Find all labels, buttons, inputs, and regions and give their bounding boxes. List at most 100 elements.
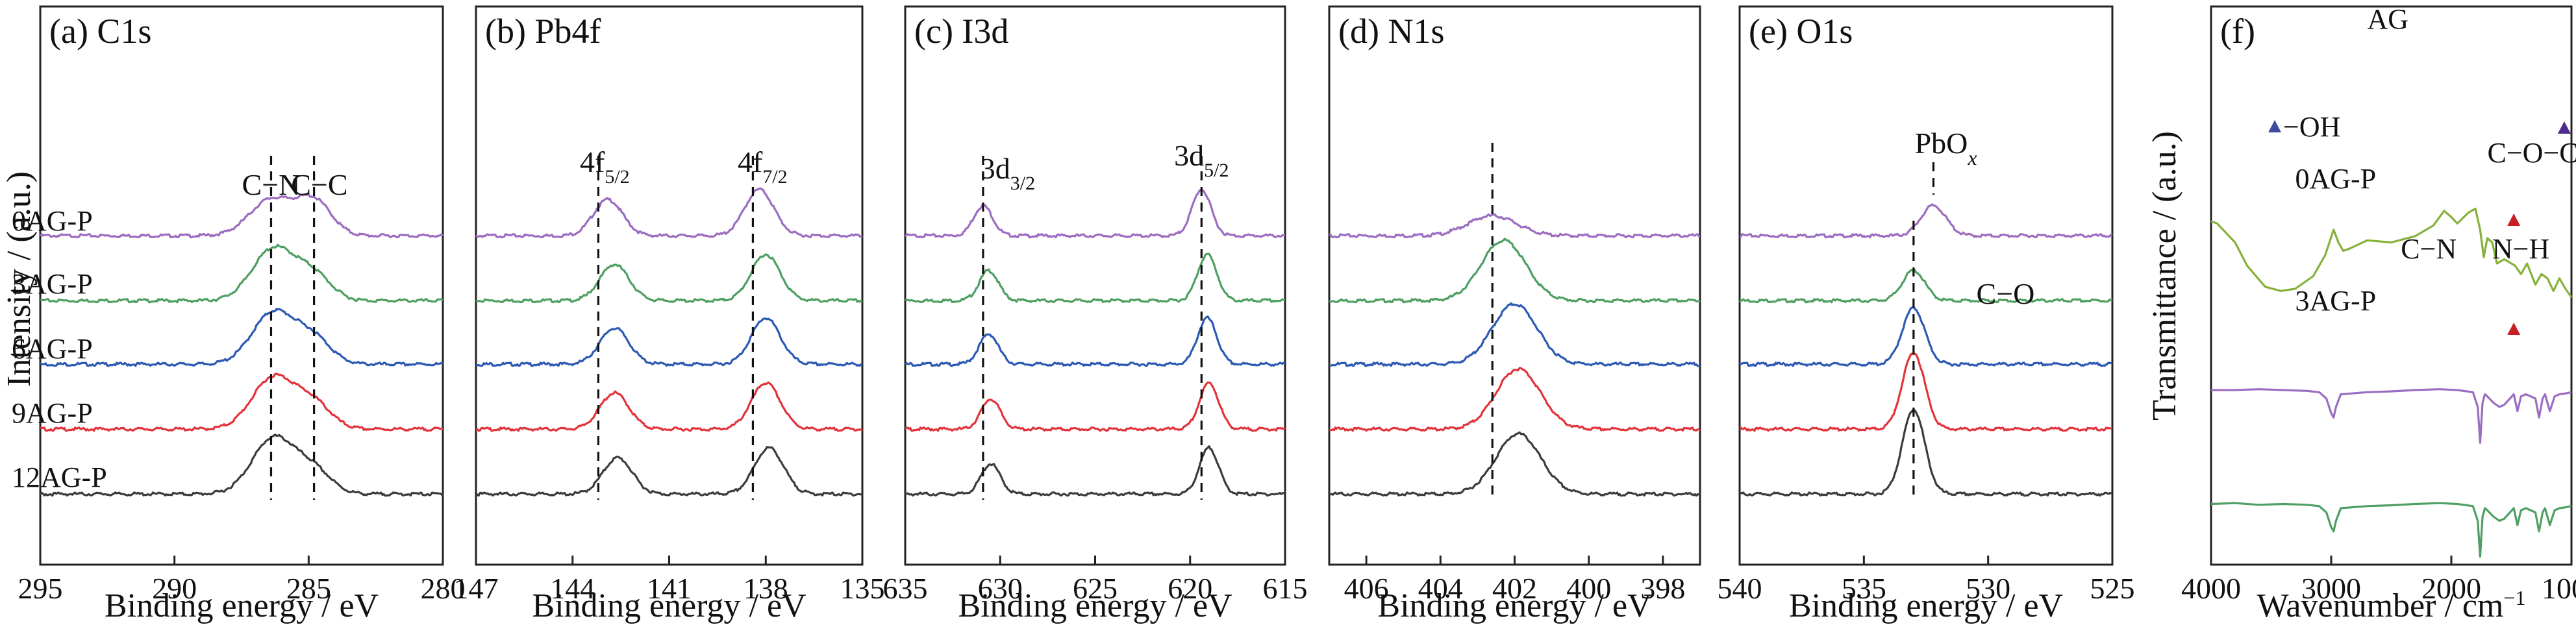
series-9ag-p-curve [905,381,1286,432]
x-tick-label: 525 [2090,572,2135,605]
series-3ag-p-curve [475,253,863,304]
series-6ag-p-curve [39,308,444,367]
x-tick-label: 535 [1842,572,1886,605]
x-axis-label: Binding energy / eV [1377,587,1651,624]
plot-frame [904,5,1286,566]
x-tick-label: 4000 [2181,572,2241,605]
plot-frame [2210,5,2573,566]
panel-title: (d) N1s [1338,12,1444,51]
panel-title: (b) Pb4f [485,12,601,51]
plot-frame [1328,5,1701,566]
series-ag-spectrum [2210,207,2573,298]
x-tick-label: 290 [152,572,197,605]
x-axis-label: Binding energy / eV [958,587,1232,624]
peak-label-cn: C−N [242,168,301,201]
peak-label-4f52: 4f5/2 [580,145,630,188]
x-tick-label: 295 [18,572,63,605]
x-tick-label: 135 [840,572,885,605]
x-tick-label: 400 [1566,572,1611,605]
panel-pb4f: 147 144 141 138 135 Binding energy / eV (b) Pb… [454,5,885,624]
series-6ag-p-curve [475,317,863,367]
series-12ag-p-curve [1329,431,1701,497]
series-label-0ag-p: 0AG-P [2295,163,2377,195]
series-9ag-p-curve [1739,352,2112,432]
series-3ag-p-spectrum [2210,502,2572,558]
series-3ag-p-curve [905,252,1286,304]
series-12ag-p-curve [39,434,444,497]
x-tick-label: 402 [1492,572,1537,605]
series-0ag-p-spectrum [2211,388,2572,444]
x-tick-label: 2000 [2421,572,2481,605]
peak-label-co: C−O [1977,277,2035,310]
x-tick-label: 625 [1073,572,1118,605]
sample-label: 0AG-P [12,205,93,237]
sample-label: 12AG-P [12,461,107,493]
series-0ag-p-curve [475,187,863,239]
x-tick-label: 530 [1966,572,2010,605]
series-12ag-p-curve [475,446,863,497]
plot-frame [1738,5,2114,566]
panel-title: (e) O1s [1749,12,1853,51]
x-axis-label: Binding energy / eV [532,587,806,624]
x-tick-label: 398 [1640,572,1685,605]
x-tick-label: 285 [286,572,331,605]
series-0ag-p-curve [1739,203,2113,239]
series-6ag-p-curve [1738,305,2113,367]
series-label-3ag-p: 3AG-P [2295,285,2377,317]
x-axis-label: Binding energy / eV [105,587,379,624]
series-12ag-p-curve [905,445,1286,497]
x-tick-label: 280 [421,572,466,605]
series-3ag-p-curve [40,243,444,304]
series-label-ag: AG [2368,3,2409,35]
x-tick-label: 635 [883,572,928,605]
panel-o1s: 540 535 530 525 Binding energy / eV (e) O1s Pb… [1718,5,2135,624]
plot-frame [475,5,864,566]
series-3ag-p-curve [1329,238,1701,304]
annotation-coc: C−O−C [2488,137,2576,169]
peak-label-3d52: 3d5/2 [1174,139,1229,181]
panel-title: (c) I3d [914,12,1008,51]
annotation-nh: N−H [2492,233,2549,265]
x-tick-label: 141 [647,572,692,605]
panel-title: (a) C1s [49,12,151,51]
coc-marker-icon [2557,121,2571,134]
series-3ag-p-curve [1738,269,2113,304]
series-0ag-p-curve [1329,213,1701,239]
transmittance-axis-label: Transmittance / (a.u.) [2146,131,2183,421]
annotation-cn: C−N [2401,233,2457,265]
series-0ag-p-curve [905,189,1286,239]
x-tick-label: 620 [1168,572,1212,605]
panel-title: (f) [2220,12,2255,51]
panel-i3d: 635 630 625 620 615 Binding energy / eV (c) I3… [883,5,1308,624]
series-6ag-p-curve [905,315,1286,367]
sample-label: 9AG-P [12,397,93,429]
x-tick-label: 615 [1263,572,1308,605]
sample-label: 6AG-P [12,333,93,365]
x-axis-label: Binding energy / eV [1789,587,2063,624]
x-axis-label: Wavenumber / cm−1 [2257,586,2526,624]
series-9ag-p-curve [1329,367,1701,432]
x-tick-label: 540 [1718,572,1762,605]
series-9ag-p-curve [40,373,443,432]
plot-frame [39,5,444,566]
x-tick-label: 630 [978,572,1023,605]
panel-c1s: 295 290 285 280 Binding energy / eV (a) C1s 0A… [12,5,466,624]
peak-label-cc: C−C [291,168,347,201]
nh-marker-icon-0ag [2507,214,2521,226]
series-0ag-p-curve [39,193,444,239]
sample-label: 3AG-P [12,268,93,300]
x-tick-label: 147 [454,572,499,605]
x-tick-label: 144 [550,572,595,605]
panel-ftir: 4000 3000 2000 1000 Wavenumber / cm−1 (f) AG 0A… [2181,3,2576,624]
oh-marker-icon [2268,120,2282,132]
x-tick-label: 3000 [2301,572,2361,605]
series-6ag-p-curve [1329,302,1701,367]
annotation-oh: −OH [2283,111,2340,143]
peak-label-3d32: 3d3/2 [981,152,1035,194]
series-9ag-p-curve [475,381,863,432]
nh-marker-icon-3ag [2507,323,2521,335]
series-12ag-p-curve [1739,408,2113,497]
x-tick-label: 1000 [2542,572,2576,605]
